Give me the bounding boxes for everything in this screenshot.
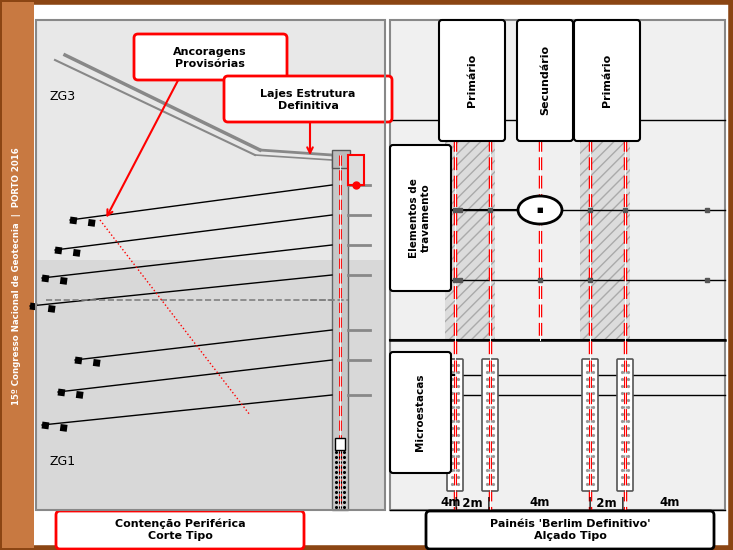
Text: Elementos de
travamento: Elementos de travamento	[409, 178, 431, 258]
Text: Microestacas: Microestacas	[415, 373, 425, 451]
FancyBboxPatch shape	[348, 155, 364, 185]
FancyBboxPatch shape	[580, 120, 630, 340]
FancyBboxPatch shape	[332, 150, 350, 168]
Text: ZG1: ZG1	[50, 455, 76, 468]
FancyBboxPatch shape	[439, 20, 505, 141]
FancyBboxPatch shape	[517, 20, 573, 141]
FancyBboxPatch shape	[224, 76, 392, 122]
Text: | 2m |: | 2m |	[454, 497, 490, 509]
Text: Primário: Primário	[467, 53, 477, 107]
FancyBboxPatch shape	[447, 359, 463, 491]
FancyBboxPatch shape	[332, 155, 348, 510]
Text: Lajes Estrutura
Definitiva: Lajes Estrutura Definitiva	[260, 89, 356, 111]
Text: ■: ■	[537, 207, 543, 213]
Text: ZG3: ZG3	[50, 90, 76, 103]
FancyBboxPatch shape	[482, 359, 498, 491]
FancyBboxPatch shape	[582, 359, 598, 491]
Text: 4m: 4m	[660, 497, 680, 509]
FancyBboxPatch shape	[390, 145, 451, 291]
Text: Painéis 'Berlim Definitivo'
Alçado Tipo: Painéis 'Berlim Definitivo' Alçado Tipo	[490, 519, 650, 541]
FancyBboxPatch shape	[56, 511, 304, 549]
Text: Contenção Periférica
Corte Tipo: Contenção Periférica Corte Tipo	[114, 519, 246, 541]
Ellipse shape	[518, 196, 562, 224]
FancyBboxPatch shape	[390, 352, 451, 473]
Text: Secundário: Secundário	[540, 45, 550, 115]
Text: 4m: 4m	[441, 497, 461, 509]
Text: 15º Congresso Nacional de Geotecnia  |  PORTO 2016: 15º Congresso Nacional de Geotecnia | PO…	[12, 147, 21, 405]
FancyBboxPatch shape	[617, 359, 633, 491]
FancyBboxPatch shape	[574, 20, 640, 141]
FancyBboxPatch shape	[36, 20, 385, 260]
FancyBboxPatch shape	[426, 511, 714, 549]
FancyBboxPatch shape	[36, 260, 385, 510]
FancyBboxPatch shape	[390, 20, 725, 510]
Text: Primário: Primário	[602, 53, 612, 107]
Text: | 2m |: | 2m |	[589, 497, 625, 509]
FancyBboxPatch shape	[445, 120, 495, 340]
FancyBboxPatch shape	[2, 2, 34, 548]
FancyBboxPatch shape	[335, 438, 345, 450]
FancyBboxPatch shape	[134, 34, 287, 80]
Text: 4m: 4m	[530, 497, 550, 509]
Text: Ancoragens
Provisórias: Ancoragens Provisórias	[173, 47, 247, 69]
